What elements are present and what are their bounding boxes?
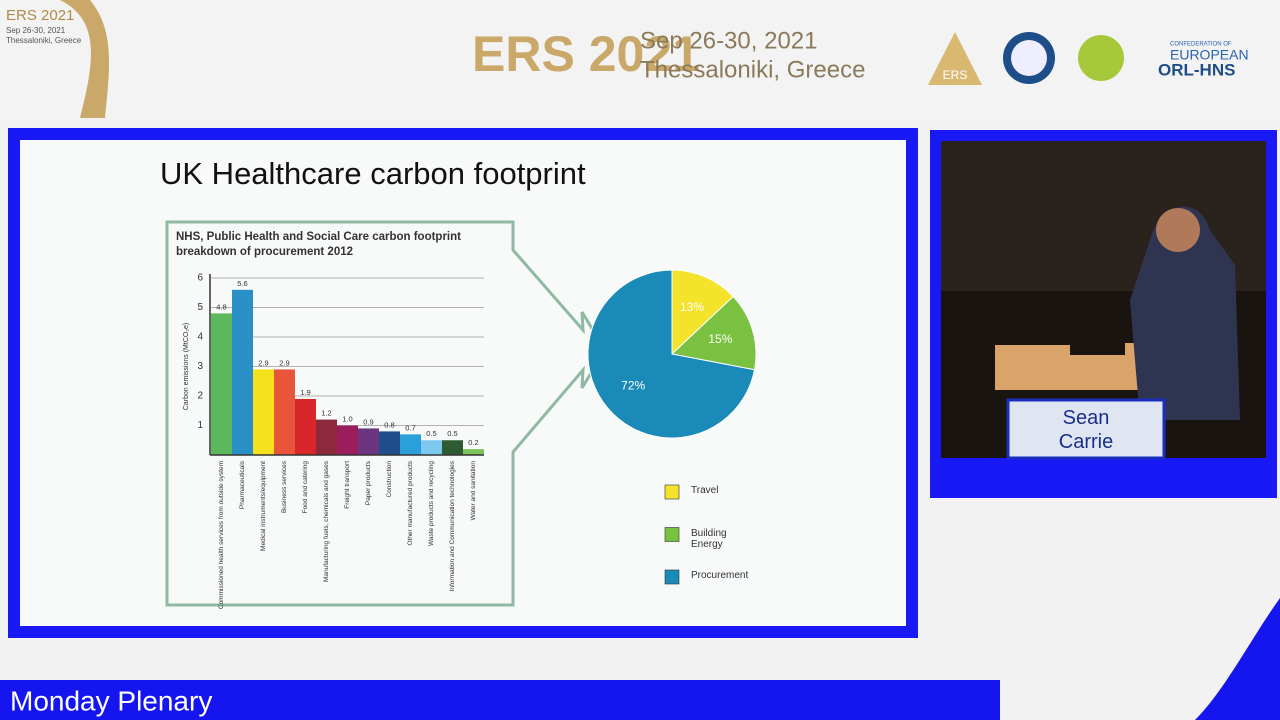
legend-label-box: Procurement: [691, 570, 749, 581]
legend-label: Procurement: [691, 570, 749, 581]
pie-slice: [670, 295, 757, 371]
header-location: Thessaloniki, Greece: [640, 56, 865, 83]
bar: [253, 369, 274, 455]
x-tick-label: Medical instruments/equipment: [260, 461, 267, 551]
y-tick-label: 2: [197, 391, 203, 402]
logo-location: Thessaloniki, Greece: [6, 36, 82, 45]
bar: [211, 313, 232, 455]
bar: [295, 398, 316, 455]
legend-swatch: [664, 484, 680, 500]
speaker-name: Sean Carrie: [1058, 407, 1114, 453]
bar: [463, 449, 484, 455]
bar: [379, 431, 400, 455]
header-bar: [0, 0, 1280, 118]
value-label: 1.2: [321, 409, 331, 418]
header-event: ERS 2021: [472, 26, 700, 82]
y-tick-label: 5: [197, 302, 203, 313]
value-label: 0.2: [468, 438, 478, 447]
value-label: 2.9: [258, 358, 268, 367]
x-tick-label: Other manufactured products: [407, 460, 414, 545]
value-label: 0.7: [405, 423, 415, 432]
y-tick-label: 4: [197, 332, 203, 343]
society-logo-inner: [1011, 40, 1047, 76]
chart-title-box: NHS, Public Health and Social Care carbo…: [176, 231, 461, 258]
logo-event: ERS 2021: [6, 7, 74, 24]
speaker-head: [1156, 208, 1200, 252]
legend-label: Travel: [691, 485, 719, 496]
x-tick-label: Paper products: [365, 460, 372, 505]
y-tick-label: 6: [197, 273, 203, 284]
value-label: 0.8: [384, 420, 394, 429]
orl-text: ORL-HNS: [1158, 60, 1235, 79]
value-label: 0.5: [426, 429, 436, 438]
bar: [232, 289, 253, 455]
x-tick-label: Waste products and recycling: [428, 461, 435, 546]
bar: [358, 428, 379, 455]
green-logo: [1078, 35, 1124, 81]
y-axis-label: Carbon emissions (MtCO₂e): [183, 323, 190, 411]
logo-dates: Sep 26-30, 2021: [6, 26, 66, 35]
name-plate: [1006, 398, 1166, 460]
bar: [337, 425, 358, 455]
x-tick-label: Commissioned health services from outsid…: [218, 461, 225, 609]
value-label: 4.8: [216, 302, 226, 311]
x-tick-label: Food and catering: [302, 461, 309, 514]
x-tick-label: Manufacturing fuels, chemicals and gases: [323, 460, 330, 582]
speaker: [1130, 206, 1240, 420]
pie-slice: [587, 269, 756, 439]
y-tick-label: 1: [197, 420, 203, 431]
legend-label-box: Travel: [691, 485, 719, 496]
x-tick-label: Business services: [281, 460, 288, 513]
corner-swoosh: [1195, 598, 1280, 720]
value-label: 2.9: [279, 358, 289, 367]
chart-title: NHS, Public Health and Social Care carbo…: [176, 231, 461, 258]
slice-label: 15%: [708, 332, 732, 346]
logo-curve: [60, 0, 110, 118]
ers-logo-text: ERS: [943, 68, 968, 82]
value-label: 5.6: [237, 279, 247, 288]
value-label: 0.5: [447, 429, 457, 438]
legend-label-box: Building Energy: [691, 527, 727, 550]
pie-slice: [671, 269, 734, 356]
confed-text: CONFEDERATION OF: [1170, 42, 1232, 48]
x-tick-label: Information and Communication technologi…: [449, 460, 456, 591]
legend-label: Building Energy: [691, 527, 727, 550]
value-label: 0.9: [363, 417, 373, 426]
bar: [400, 434, 421, 455]
slice-label: 13%: [680, 300, 704, 314]
x-tick-label: Pharmaceuticals: [239, 460, 246, 509]
value-label: 1.9: [300, 388, 310, 397]
session-title: Monday Plenary: [10, 685, 212, 716]
footer-bar: [0, 680, 1000, 720]
bar: [274, 369, 295, 455]
european-text: EUROPEAN: [1170, 47, 1249, 63]
slide: [20, 140, 906, 626]
slide-title: UK Healthcare carbon footprint: [160, 156, 586, 191]
x-tick-label: Water and sanitation: [470, 461, 477, 521]
x-tick-label: Construction: [386, 461, 393, 498]
y-tick-label: 3: [197, 361, 203, 372]
value-label: 1.0: [342, 414, 352, 423]
slice-label: 72%: [621, 378, 645, 392]
legend-swatch: [664, 569, 680, 585]
header-dates: Sep 26-30, 2021: [640, 27, 817, 54]
bar: [316, 419, 337, 455]
name-plate-box: Sean Carrie: [1058, 407, 1114, 453]
x-tick-label: Freight transport: [344, 461, 351, 509]
bar: [442, 440, 463, 455]
ers-logo: [928, 32, 982, 85]
legend-swatch: [664, 527, 680, 542]
bar: [421, 440, 442, 455]
